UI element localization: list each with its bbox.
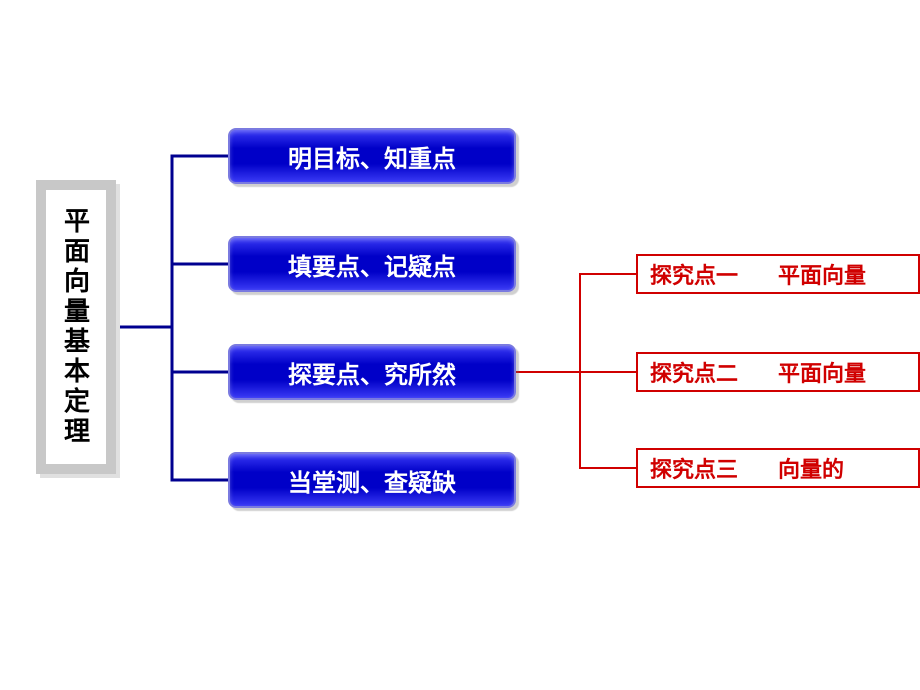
root-node: 平面向量基本定理 — [36, 180, 116, 474]
red-node-r3[interactable]: 探究点三 向量的 — [636, 448, 920, 488]
blue-node-label: 当堂测、查疑缺 — [288, 463, 456, 498]
red-node-label-a: 探究点二 — [650, 356, 738, 388]
blue-node-label: 填要点、记疑点 — [288, 247, 456, 282]
red-node-label-a: 探究点三 — [650, 452, 738, 484]
red-node-r1[interactable]: 探究点一 平面向量 — [636, 254, 920, 294]
red-node-r2[interactable]: 探究点二 平面向量 — [636, 352, 920, 392]
red-node-label-b: 平面向量 — [778, 258, 866, 290]
blue-node-b3[interactable]: 探要点、究所然 — [228, 344, 516, 400]
red-node-label-b: 平面向量 — [778, 356, 866, 388]
blue-node-b4[interactable]: 当堂测、查疑缺 — [228, 452, 516, 508]
red-node-label-a: 探究点一 — [650, 258, 738, 290]
root-label: 平面向量基本定理 — [58, 207, 95, 447]
blue-node-b2[interactable]: 填要点、记疑点 — [228, 236, 516, 292]
root-inner: 平面向量基本定理 — [46, 190, 106, 464]
blue-node-label: 探要点、究所然 — [288, 355, 456, 390]
red-node-label-b: 向量的 — [778, 452, 844, 484]
blue-node-label: 明目标、知重点 — [288, 139, 456, 174]
blue-node-b1[interactable]: 明目标、知重点 — [228, 128, 516, 184]
